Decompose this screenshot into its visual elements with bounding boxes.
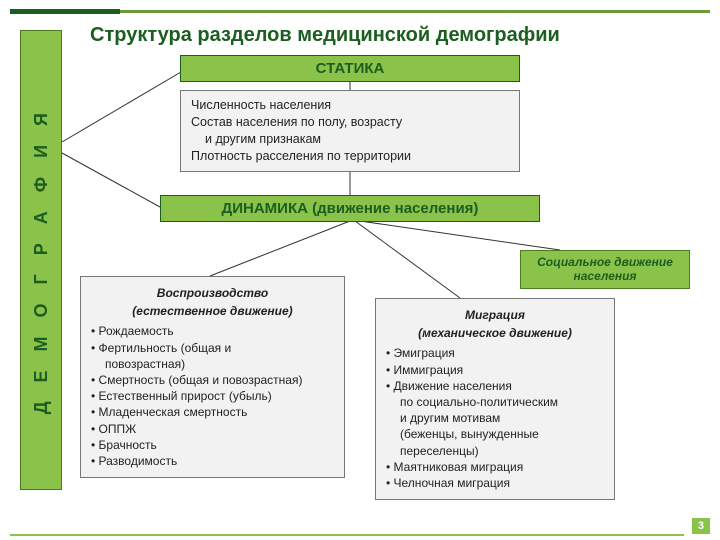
statika-line: Численность населения (191, 97, 509, 114)
statika-line: и другим признакам (191, 131, 509, 148)
page-title: Структура разделов медицинской демографи… (90, 24, 560, 47)
page-number: 3 (692, 518, 710, 534)
repro-item: • Смертность (общая и повозрастная) (91, 372, 334, 388)
bottom-rule (10, 534, 684, 536)
statika-line: Плотность расселения по территории (191, 148, 509, 165)
sidebar-label: Д Е М О Г Р А Ф И Я (31, 106, 52, 414)
repro-title: Воспроизводство (91, 285, 334, 301)
repro-item: • Брачность (91, 437, 334, 453)
migration-subtitle: (механическое движение) (386, 325, 604, 341)
social-line2: населения (527, 269, 683, 283)
repro-item: • Разводимость (91, 453, 334, 469)
repro-subtitle: (естественное движение) (91, 303, 334, 319)
repro-item: • Естественный прирост (убыль) (91, 388, 334, 404)
statika-header: СТАТИКА (180, 55, 520, 82)
statika-line: Состав населения по полу, возрасту (191, 114, 509, 131)
migration-item: по социально-политическим (386, 394, 604, 410)
repro-item: • Рождаемость (91, 323, 334, 339)
migration-item: переселенцы) (386, 443, 604, 459)
social-movement-box: Социальное движение населения (520, 250, 690, 289)
migration-box: Миграция (механическое движение) • Эмигр… (375, 298, 615, 500)
migration-item: • Челночная миграция (386, 475, 604, 491)
migration-item: • Движение населения (386, 378, 604, 394)
repro-item: • Младенческая смертность (91, 404, 334, 420)
migration-item: (беженцы, вынужденные (386, 426, 604, 442)
top-rule (10, 10, 710, 13)
migration-title: Миграция (386, 307, 604, 323)
migration-item: • Маятниковая миграция (386, 459, 604, 475)
repro-item: • Фертильность (общая и (91, 340, 334, 356)
repro-item: повозрастная) (91, 356, 334, 372)
migration-item: и другим мотивам (386, 410, 604, 426)
sidebar-demografia: Д Е М О Г Р А Ф И Я (20, 30, 62, 490)
repro-item: • ОППЖ (91, 421, 334, 437)
reproduction-box: Воспроизводство (естественное движение) … (80, 276, 345, 478)
social-line1: Социальное движение (527, 255, 683, 269)
dinamika-header: ДИНАМИКА (движение населения) (160, 195, 540, 222)
migration-item: • Эмиграция (386, 345, 604, 361)
migration-item: • Иммиграция (386, 362, 604, 378)
statika-content: Численность населения Состав населения п… (180, 90, 520, 172)
